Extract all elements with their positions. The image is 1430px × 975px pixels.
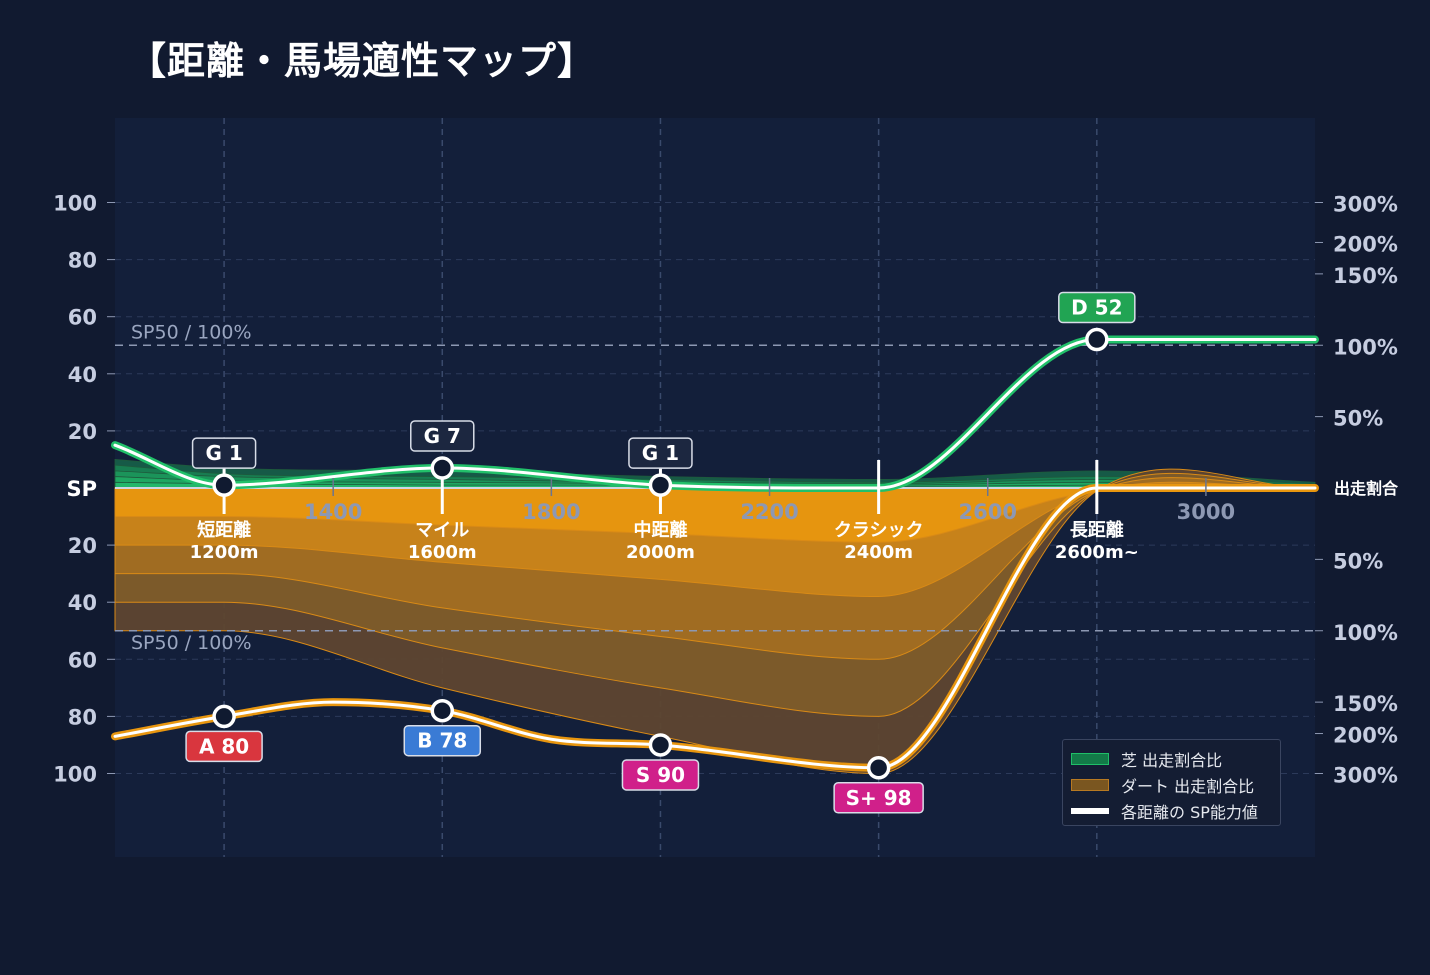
right-tick-label: 300% [1333, 193, 1398, 217]
y-tick-label: 40 [68, 363, 97, 387]
dirt-rank-badge-text: A 80 [199, 734, 249, 758]
dirt-sp-marker [212, 704, 236, 729]
right-tick-label: 300% [1333, 764, 1398, 788]
turf-rank-badge-box [1058, 291, 1136, 324]
y-tick-label: 40 [68, 591, 97, 615]
reference-label-lower: SP50 / 100% [131, 632, 252, 654]
y-tick-label: 80 [68, 705, 97, 729]
category-name: 長距離 [1070, 519, 1124, 541]
right-tick-label: 50% [1333, 549, 1383, 573]
turf-rank-badge-box [628, 437, 693, 469]
legend-item-sp: 各距離の SP能力値 [1071, 798, 1272, 824]
right-tick-label: 50% [1333, 407, 1383, 431]
right-tick-label: 150% [1333, 692, 1398, 716]
dirt-badges: A 80 B 78 S 90 S+ 98 [185, 698, 924, 814]
turf-sp-marker [1085, 327, 1109, 352]
legend-sp-label: 各距離の SP能力値 [1121, 803, 1258, 822]
category-name: クラシック [834, 520, 924, 541]
dirt-rank-badge-text: B 78 [417, 729, 467, 753]
dirt-ratio-areas [114, 468, 1316, 775]
turf-rank-badge-box [410, 420, 475, 452]
y-axis-left: 100 80 60 40 20 20 40 60 80 100 SP [53, 192, 115, 787]
right-center-label: 出走割合 [1334, 479, 1399, 498]
sp-line-swatch [1071, 808, 1109, 814]
dirt-rank-badge-box [833, 782, 924, 814]
right-tick-label: 200% [1333, 724, 1398, 748]
category-labels: 短距離1200mマイル1600m中距離2000mクラシック2400m長距離260… [190, 460, 1139, 563]
x-tick-label: 1400 [304, 500, 362, 524]
right-tick-label: 100% [1333, 335, 1398, 359]
right-tick-label: 150% [1333, 264, 1398, 288]
dirt-sp-marker [866, 756, 891, 780]
chart-legend: 芝 出走割合比 ダート 出走割合比 各距離の SP能力値 [1062, 739, 1281, 826]
dirt-rank-badge-box [621, 759, 700, 791]
dirt-sp-line-inner [113, 486, 1317, 770]
turf-rank-badge-text: D 52 [1071, 296, 1122, 320]
category-name: 短距離 [197, 519, 251, 541]
dirt-sp-line [111, 484, 1319, 772]
reference-label-upper: SP50 / 100% [131, 321, 252, 343]
turf-sp-marker [212, 473, 236, 497]
category-distance: 1200m [190, 542, 259, 563]
y-tick-label: 100 [53, 192, 97, 216]
legend-dirt-label: ダート 出走割合比 [1121, 777, 1255, 796]
y-tick-label: 60 [68, 648, 97, 672]
y-tick-label: 20 [68, 534, 97, 558]
turf-badges: G 1 G 7 G 1 D 52 [191, 291, 1136, 497]
right-tick-label: 100% [1333, 621, 1398, 645]
y-tick-label: 100 [53, 763, 97, 787]
turf-rank-badge-text: G 1 [205, 441, 242, 465]
turf-rank-badge-box [191, 437, 257, 469]
y-center-label: SP [66, 477, 97, 501]
legend-item-turf: 芝 出走割合比 [1071, 746, 1272, 772]
category-distance: 2400m [844, 542, 913, 563]
page-title: 【距離・馬場適性マップ】 [128, 39, 597, 83]
category-distance: 1600m [408, 542, 477, 563]
dirt-sp-marker [648, 733, 673, 757]
dirt-rank-badge-text: S+ 98 [846, 786, 912, 810]
dirt-swatch [1071, 779, 1109, 791]
dirt-rank-badge-box [185, 730, 263, 763]
right-tick-label: 200% [1333, 232, 1398, 256]
category-name: 中距離 [633, 519, 687, 541]
turf-sp-marker [648, 473, 673, 497]
y-tick-label: 20 [68, 420, 97, 444]
turf-rank-badge-text: G 1 [642, 441, 679, 465]
legend-turf-label: 芝 出走割合比 [1121, 751, 1223, 770]
turf-sp-marker [430, 456, 455, 480]
turf-rank-badge-text: G 7 [424, 424, 461, 448]
category-distance: 2600m~ [1055, 542, 1139, 563]
x-axis: 1400 1800 2200 2600 3000 [304, 478, 1235, 524]
category-name: マイル [415, 520, 469, 541]
y-axis-right: 300% 200% 150% 100% 50% 50% 100% 150% 200% 300% 出走… [1315, 193, 1399, 788]
dirt-sp-marker [430, 698, 455, 723]
x-tick-label: 1800 [522, 500, 580, 524]
legend-item-dirt: ダート 出走割合比 [1071, 772, 1272, 798]
turf-swatch [1071, 753, 1109, 765]
category-distance: 2000m [626, 542, 695, 563]
y-tick-label: 80 [68, 249, 97, 273]
dirt-rank-badge-box [403, 724, 482, 757]
x-tick-label: 3000 [1177, 500, 1235, 524]
x-tick-label: 2200 [740, 500, 798, 524]
dirt-rank-badge-text: S 90 [636, 763, 685, 787]
y-tick-label: 60 [68, 306, 97, 330]
x-tick-label: 2600 [959, 500, 1017, 524]
